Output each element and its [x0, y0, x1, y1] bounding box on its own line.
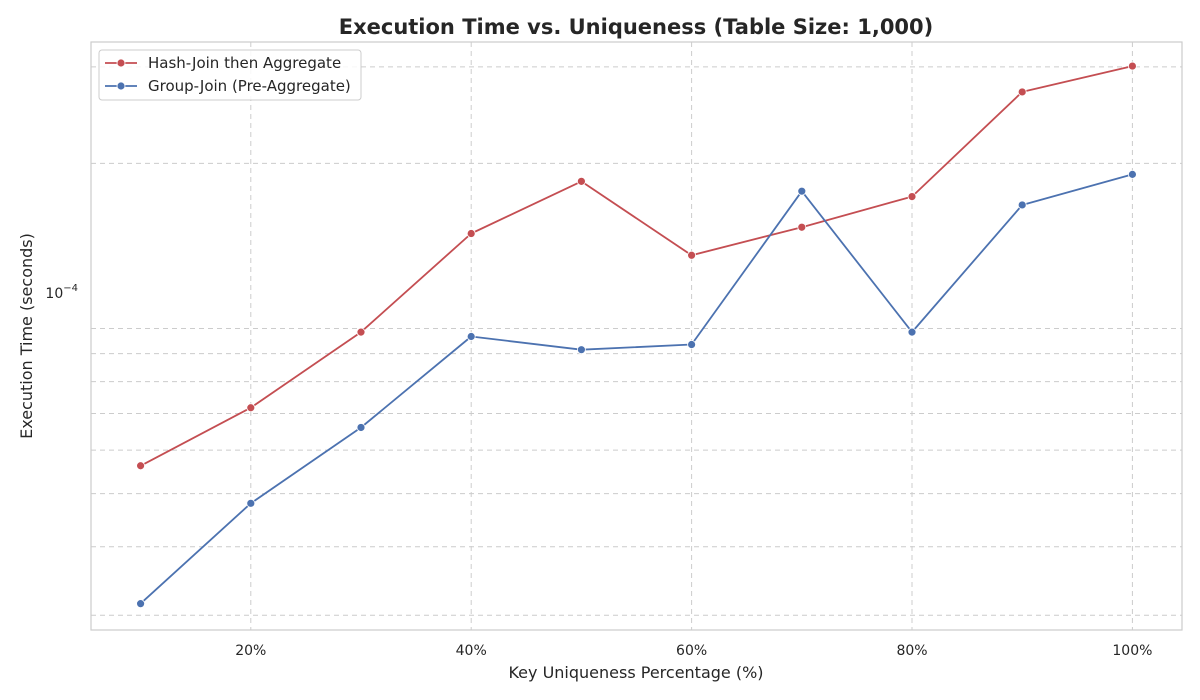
series-1-point [466, 229, 476, 238]
series-2-point [356, 423, 366, 432]
series-1-point [576, 176, 586, 186]
series-2-point [687, 340, 697, 349]
series-1-point [1017, 87, 1027, 97]
y-tick-base: 10 [45, 286, 63, 302]
legend-label: Group-Join (Pre-Aggregate) [148, 77, 351, 95]
y-axis-label: Execution Time (seconds) [17, 233, 36, 439]
series-2-point [1128, 169, 1137, 179]
legend-box [98, 49, 362, 101]
legend-label: Hash-Join then Aggregate [148, 54, 341, 72]
series-line-2 [139, 173, 1133, 605]
x-tick-label: 40% [456, 643, 487, 659]
chart-title: Execution Time vs. Uniqueness (Table Siz… [339, 15, 934, 39]
x-tick-label: 100% [1112, 643, 1152, 659]
y-tick-exponent: −4 [63, 283, 78, 294]
series-1-point [687, 250, 697, 260]
series-1-point [356, 327, 366, 337]
y-axis-ticks: 10−4 [45, 283, 78, 302]
series-2-point [1017, 200, 1027, 210]
legend-marker [116, 58, 126, 68]
grid-lines [91, 42, 1182, 630]
plot-frame [90, 41, 1183, 631]
series-1-point [1128, 61, 1137, 71]
x-axis-ticks: 20% 40% 60% 80% 100% [235, 643, 1152, 659]
series-2-point [797, 186, 807, 196]
series-1-point [797, 222, 807, 232]
x-axis-label: Key Uniqueness Percentage (%) [508, 663, 763, 682]
series-2-point [246, 498, 256, 508]
series-1-point [246, 403, 256, 413]
series-2-point [907, 327, 917, 337]
series-2-point [466, 332, 476, 341]
series-layer [136, 61, 1137, 609]
x-tick-label: 20% [235, 643, 266, 659]
x-tick-label: 80% [896, 643, 927, 659]
series-2-point [576, 345, 586, 355]
series-1-point [136, 461, 145, 471]
legend: Hash-Join then Aggregate Group-Join (Pre-… [98, 49, 362, 101]
legend-marker [116, 81, 126, 91]
series-line-1 [140, 65, 1133, 467]
y-tick-label: 10−4 [45, 283, 78, 302]
series-2-point [136, 599, 145, 609]
series-1-point [907, 192, 917, 201]
x-tick-label: 60% [676, 643, 707, 659]
